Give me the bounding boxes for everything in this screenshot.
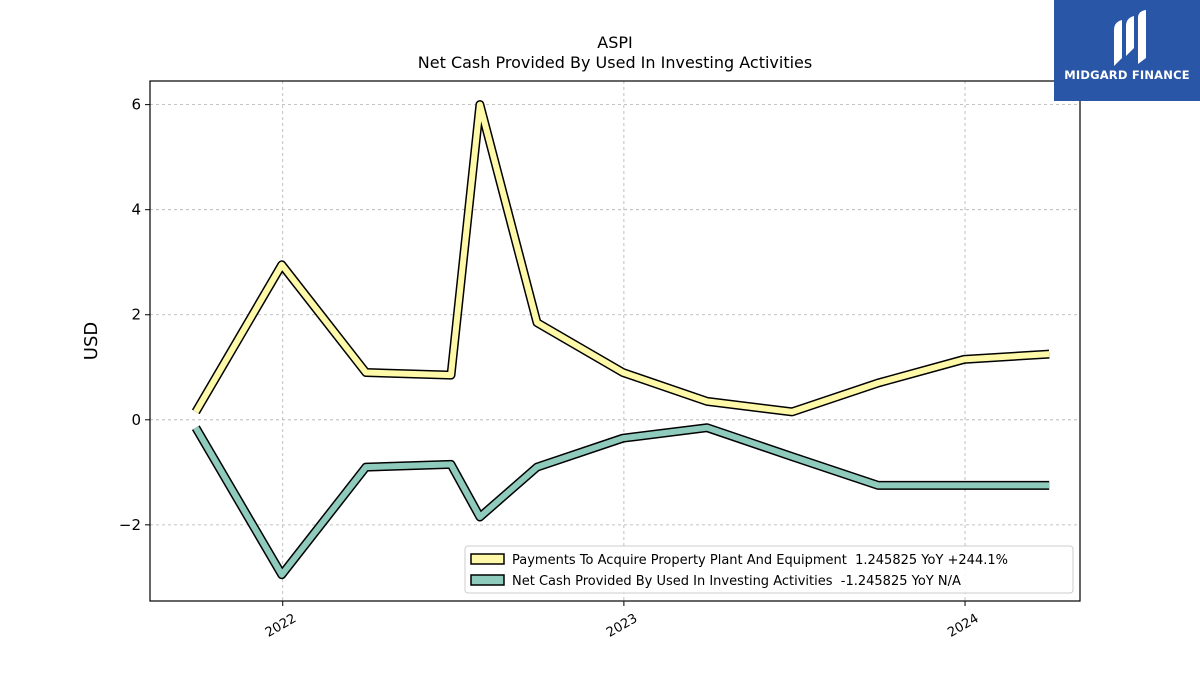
legend-box: [464, 545, 1074, 594]
x-tick-label: 2024: [945, 611, 981, 641]
legend-label-investing: Net Cash Provided By Used In Investing A…: [512, 574, 961, 589]
chart-subtitle: Net Cash Provided By Used In Investing A…: [418, 53, 812, 72]
legend-swatch-ppe: [470, 553, 505, 565]
grid: [150, 81, 1080, 601]
logo-mark-icon: [1114, 10, 1146, 66]
logo-text: MIDGARD FINANCE: [1064, 68, 1190, 82]
y-tick-label: 6: [131, 96, 141, 114]
series-outline-0: [191, 100, 1050, 417]
brand-logo: MIDGARD FINANCE: [1054, 0, 1200, 101]
series-line-1: [193, 424, 1050, 578]
chart-title: ASPI: [597, 33, 632, 52]
x-tick-label: 2023: [604, 611, 640, 641]
y-tick-label: 4: [131, 201, 141, 219]
y-tick-label: −2: [119, 516, 141, 534]
series-line-0: [193, 101, 1050, 415]
legend-swatch-investing: [470, 574, 505, 586]
plot-frame: [149, 80, 1081, 602]
y-tick-label: 2: [131, 306, 141, 324]
y-tick-label: 0: [131, 411, 141, 429]
legend: Payments To Acquire Property Plant And E…: [464, 545, 1074, 594]
legend-label-ppe: Payments To Acquire Property Plant And E…: [512, 553, 1008, 568]
y-axis-label: USD: [81, 322, 102, 360]
x-tick-label: 2022: [263, 611, 299, 641]
series-lines: [191, 100, 1050, 580]
